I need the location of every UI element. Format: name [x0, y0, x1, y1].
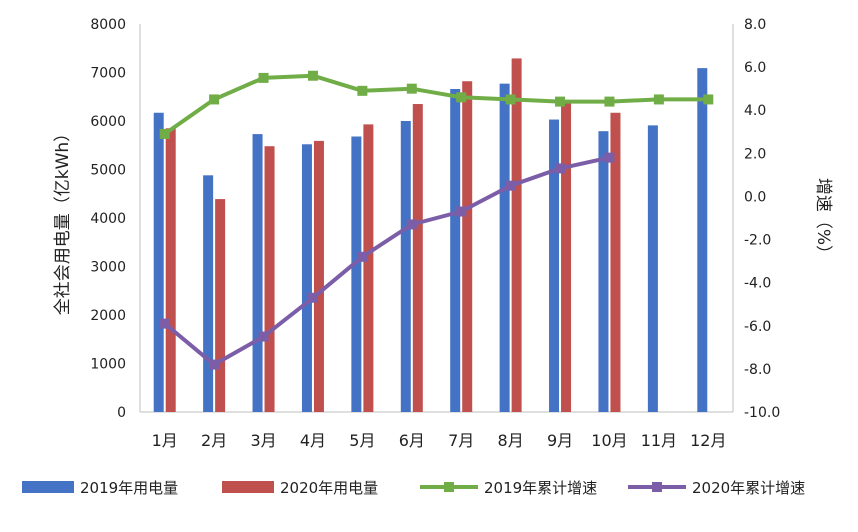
y-tick-label-right: -2.0 [744, 233, 771, 249]
x-tick-label: 3月 [250, 431, 276, 450]
y-tick-label-right: -8.0 [744, 362, 771, 378]
marker-2019-growth [555, 96, 566, 107]
marker-2019-growth [604, 96, 615, 107]
marker-2020-growth [555, 163, 566, 174]
y-tick-label-left: 4000 [90, 211, 126, 227]
marker-2019-growth [456, 92, 467, 103]
x-tick-label: 2月 [201, 431, 227, 450]
marker-2020-growth [159, 318, 170, 329]
marker-2020-growth [209, 359, 220, 370]
legend-swatch-marker [652, 482, 662, 492]
marker-2019-growth [159, 128, 170, 139]
legend-swatch-bar [22, 481, 74, 493]
bar-2019 [400, 121, 411, 412]
legend-label: 2020年用电量 [280, 479, 378, 497]
bar-2020 [215, 199, 226, 412]
y-tick-label-right: 4.0 [744, 103, 766, 119]
y-tick-label-left: 8000 [90, 17, 126, 33]
marker-2019-growth [357, 85, 368, 96]
x-tick-label: 4月 [300, 431, 326, 450]
bars-group [153, 58, 708, 413]
bar-2019 [153, 112, 164, 412]
bar-2020 [313, 140, 324, 412]
legend-swatch-bar [222, 481, 274, 493]
x-tick-label: 9月 [547, 431, 573, 450]
y-tick-label-left: 6000 [90, 114, 126, 130]
marker-2020-growth [406, 219, 417, 230]
marker-2020-growth [456, 206, 467, 217]
y-tick-label-left: 1000 [90, 357, 126, 373]
y-tick-label-right: -6.0 [744, 319, 771, 335]
y-axis-label-left: 全社会用电量（亿kWh） [53, 125, 73, 315]
bar-2020 [363, 124, 374, 413]
x-tick-label: 5月 [349, 431, 375, 450]
x-tick-label: 10月 [591, 431, 627, 450]
y-tick-label-right: 2.0 [744, 146, 766, 162]
marker-2019-growth [505, 94, 516, 105]
bar-2019 [301, 144, 312, 412]
y-tick-label-right: 6.0 [744, 60, 766, 76]
x-tick-labels: 1月 2月 3月 4月 5月 6月 7月 8月 9月 10月 11月 12月 [152, 431, 727, 450]
marker-2020-growth [357, 251, 368, 262]
bar-2019 [351, 136, 362, 412]
line-2020-growth [162, 155, 612, 367]
marker-2019-growth [258, 72, 269, 83]
x-tick-label: 6月 [399, 431, 425, 450]
y-axis-label-right: 增速（%） [813, 178, 833, 262]
x-tick-label: 1月 [152, 431, 178, 450]
y-tick-label-right: -4.0 [744, 276, 771, 292]
bar-2020 [610, 112, 621, 412]
marker-2020-growth [307, 292, 318, 303]
bar-2019 [647, 125, 658, 413]
marker-2019-growth [703, 94, 714, 105]
marker-2020-growth [258, 331, 269, 342]
bar-2020 [264, 146, 275, 412]
bar-2019 [450, 88, 461, 413]
bar-2019 [252, 134, 263, 412]
marker-2020-growth [505, 180, 516, 191]
axes-group [139, 24, 734, 413]
legend-label: 2019年用电量 [80, 479, 178, 497]
bar-2019 [203, 175, 214, 412]
bar-2019 [499, 83, 510, 412]
x-tick-label: 11月 [641, 431, 677, 450]
x-tick-label: 12月 [690, 431, 726, 450]
y-tick-label-left: 3000 [90, 260, 126, 276]
left-tick-labels: 0 1000 2000 3000 4000 5000 6000 7000 8000 [90, 17, 126, 421]
y-tick-label-left: 2000 [90, 308, 126, 324]
y-tick-label-left: 7000 [90, 66, 126, 82]
legend-swatch-marker [444, 482, 454, 492]
bar-2020 [561, 102, 572, 413]
lines-group [159, 70, 714, 370]
marker-2019-growth [209, 94, 220, 105]
legend-label: 2019年累计增速 [484, 479, 597, 497]
bar-2019 [697, 68, 708, 412]
y-tick-label-left: 0 [117, 405, 126, 421]
right-tick-labels: -10.0 -8.0 -6.0 -4.0 -2.0 0.0 2.0 4.0 6.0 8.0 [744, 17, 780, 421]
bar-2020 [165, 128, 176, 412]
marker-2020-growth [604, 152, 615, 163]
legend-label: 2020年累计增速 [692, 479, 805, 497]
bar-2020 [462, 81, 473, 412]
y-tick-label-right: 0.0 [744, 189, 766, 205]
marker-2019-growth [653, 94, 664, 105]
line-2019-growth [162, 73, 711, 136]
bar-2020 [511, 58, 522, 413]
bar-2020 [412, 104, 423, 413]
bar-2019 [549, 119, 560, 413]
x-tick-label: 8月 [498, 431, 524, 450]
y-tick-label-right: 8.0 [744, 17, 766, 33]
bar-2019 [598, 131, 609, 412]
y-tick-label-left: 5000 [90, 163, 126, 179]
y-tick-label-right: -10.0 [744, 405, 780, 421]
marker-2019-growth [406, 83, 417, 94]
marker-2019-growth [307, 70, 318, 81]
legend: 2019年用电量 2020年用电量 2019年累计增速 2020年累计增速 [22, 479, 805, 497]
x-tick-label: 7月 [448, 431, 474, 450]
